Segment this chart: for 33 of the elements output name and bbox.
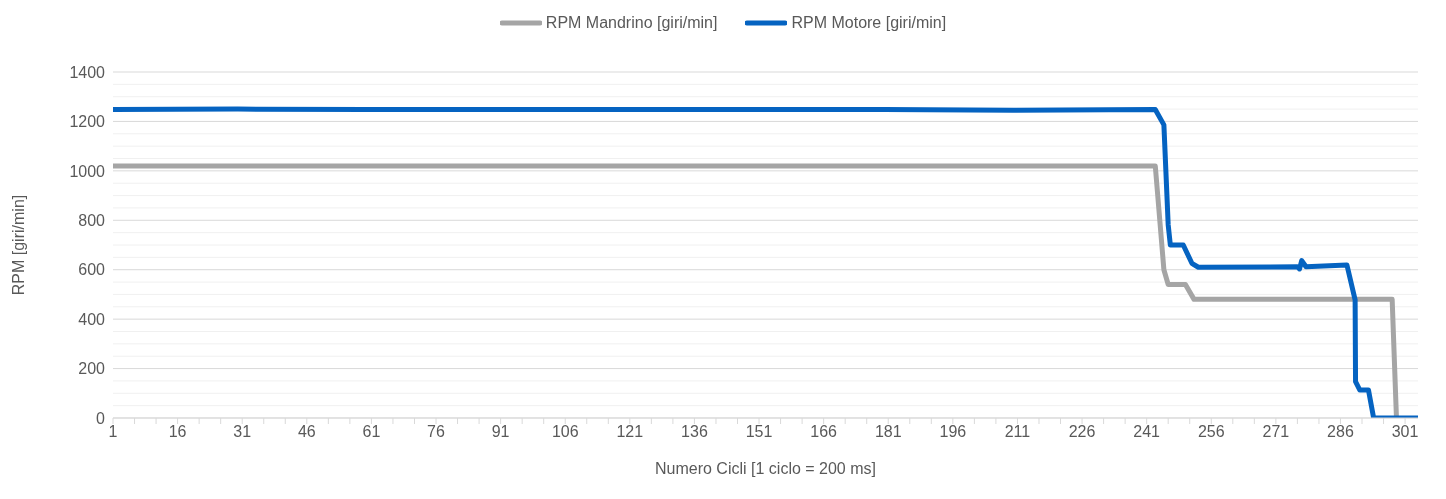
x-tick-label: 91	[491, 423, 510, 441]
x-tick-label: 1	[108, 423, 118, 441]
y-tick-label: 400	[78, 310, 106, 328]
x-tick-label: 166	[810, 423, 838, 441]
x-tick-label: 31	[233, 423, 252, 441]
x-tick-label: 211	[1004, 423, 1031, 441]
x-tick-label: 121	[616, 423, 644, 441]
x-axis-title: Numero Cicli [1 ciclo = 200 ms]	[655, 460, 876, 477]
x-tick-label: 241	[1133, 423, 1161, 441]
y-tick-label: 200	[78, 360, 106, 378]
y-tick-label: 0	[96, 409, 106, 427]
y-tick-label: 600	[78, 261, 106, 279]
x-tick-label: 256	[1197, 423, 1225, 441]
x-tick-label: 181	[874, 423, 902, 441]
x-tick-label: 106	[551, 423, 579, 441]
x-tick-label: 226	[1068, 423, 1096, 441]
x-tick-label: 46	[297, 423, 316, 441]
y-axis-title: RPM [giri/min]	[9, 194, 27, 296]
y-tick-label: 800	[78, 211, 106, 229]
y-tick-label: 1200	[69, 113, 106, 131]
x-tick-label: 61	[362, 423, 381, 441]
x-tick-label: 286	[1327, 423, 1354, 441]
legend-label: RPM Motore [giri/min]	[791, 14, 947, 32]
y-tick-label: 1400	[69, 63, 106, 81]
x-tick-label: 271	[1262, 423, 1290, 441]
x-tick-label: 136	[681, 423, 708, 441]
x-tick-label: 151	[745, 423, 773, 441]
x-tick-label: 301	[1391, 423, 1419, 441]
y-tick-label: 1000	[69, 162, 106, 180]
x-tick-label: 76	[427, 423, 446, 441]
x-tick-label: 196	[939, 423, 967, 441]
legend-label: RPM Mandrino [giri/min]	[545, 14, 718, 32]
x-tick-label: 16	[168, 423, 187, 441]
